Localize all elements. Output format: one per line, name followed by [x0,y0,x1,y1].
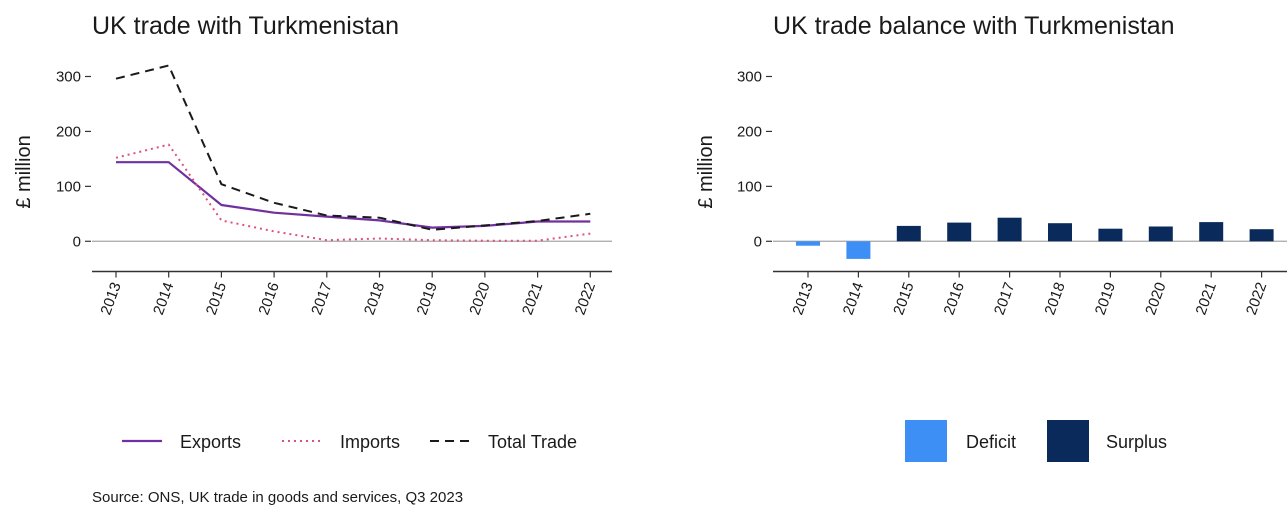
legend-label: Deficit [966,432,1016,452]
series-line-exports [116,161,591,229]
series-line-total-trade [115,64,591,231]
y-tick-label: 200 [737,123,762,140]
bar-2018 [1048,223,1072,242]
x-tick-label: 2013 [789,280,816,317]
x-tick-label: 2021 [519,280,546,317]
legend-swatch-surplus [1047,420,1089,462]
bar-2015 [896,225,921,242]
bar-2014 [846,241,871,259]
trade-chart-series [115,64,591,242]
x-tick-label: 2015 [890,280,917,317]
trade-chart-x-axis: 2013 2014 2015 2016 2017 2018 2019 2020 2021 2022 [97,271,599,317]
trade-chart-legend: Exports Imports Total Trade [122,432,577,452]
y-tick-label: 100 [56,178,81,195]
x-tick-label: 2016 [941,280,968,317]
legend-label: Exports [180,432,241,452]
x-tick-label: 2015 [203,280,230,317]
x-tick-label: 2014 [840,280,867,317]
x-tick-label: 2020 [1142,280,1169,317]
y-tick-label: 300 [737,68,762,85]
balance-chart-bars [796,217,1274,259]
x-tick-label: 2014 [150,280,177,317]
trade-chart-y-axis: 0 100 200 300 [56,68,91,250]
balance-chart-title: UK trade balance with Turkmenistan [773,12,1175,40]
trade-chart: UK trade with Turkmenistan £ million 0 10… [13,12,612,452]
y-tick-label: 300 [56,68,81,85]
balance-chart: UK trade balance with Turkmenistan £ mil… [695,12,1287,462]
legend-label: Imports [340,432,400,452]
y-tick-label: 200 [56,123,81,140]
x-tick-label: 2022 [1243,280,1270,317]
series-line-imports [115,143,591,242]
bar-2017 [997,217,1022,242]
bar-2022 [1249,229,1274,242]
x-tick-label: 2022 [572,280,599,317]
x-tick-label: 2018 [1041,280,1068,317]
bar-2021 [1199,222,1224,242]
balance-chart-legend: Deficit Surplus [905,420,1167,462]
x-tick-label: 2017 [991,280,1018,317]
legend-swatch-deficit [905,420,947,462]
y-tick-label: 0 [73,233,81,250]
x-tick-label: 2019 [414,280,441,317]
bar-2016 [947,222,972,242]
source-note: Source: ONS, UK trade in goods and servi… [92,489,463,506]
trade-chart-y-label: £ million [13,135,35,208]
y-tick-label: 100 [737,178,762,195]
x-tick-label: 2019 [1092,280,1119,317]
balance-chart-x-axis: 2013 2014 2015 2016 2017 2018 2019 2020 2021 2022 [789,271,1270,317]
y-tick-label: 0 [754,233,762,250]
balance-chart-y-label: £ million [695,135,717,208]
legend-label: Total Trade [488,432,577,452]
legend-label: Surplus [1106,432,1167,452]
bar-2020 [1148,226,1173,242]
x-tick-label: 2018 [361,280,388,317]
trade-chart-title: UK trade with Turkmenistan [92,12,399,40]
x-tick-label: 2016 [255,280,282,317]
x-tick-label: 2021 [1193,280,1220,317]
x-tick-label: 2017 [308,280,335,317]
x-tick-label: 2013 [97,280,124,317]
bar-2013 [796,241,820,246]
bar-2019 [1098,228,1123,242]
x-tick-label: 2020 [466,280,493,317]
balance-chart-y-axis: 0 100 200 300 [737,68,772,250]
